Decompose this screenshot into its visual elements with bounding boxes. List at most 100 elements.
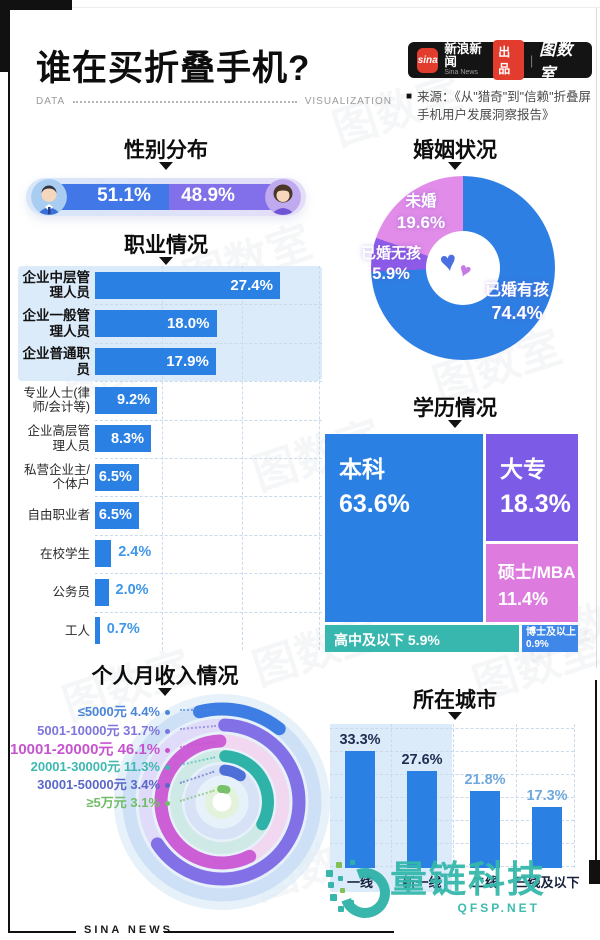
- watermark-pixel: [350, 860, 355, 865]
- income-label: 30001-50000元 3.4%: [37, 777, 160, 792]
- occupation-category-label: 专业人士(律师/会计等): [23, 386, 90, 415]
- occupation-bar-value: 8.3%: [110, 430, 145, 447]
- publisher-name-en: Sina News: [444, 69, 478, 77]
- occupation-category-label: 私营企业主/个体户: [24, 462, 90, 492]
- occupation-row: 公务员: [18, 573, 322, 611]
- gridline: [330, 728, 574, 729]
- city-category-label: 一线: [346, 875, 374, 890]
- gridline: [95, 304, 322, 306]
- watermark-pixel: [326, 870, 333, 877]
- occupation-bar-value: 9.2%: [117, 392, 151, 409]
- female-avatar-icon: [265, 179, 301, 215]
- occupation-category-label: 在校学生: [39, 546, 90, 561]
- occupation-bar: 6.5%: [95, 463, 139, 491]
- publisher-logo-bar: sina 新浪新闻 Sina News 出品 | 图数室: [408, 40, 592, 83]
- income-label-row: ≥5万元 3.1%: [10, 792, 170, 811]
- section-title-income: 个人月收入情况: [91, 665, 239, 688]
- income-label-row: 20001-30000元 11.3%: [10, 756, 170, 775]
- treemap-label: 博士及以上: [526, 627, 576, 638]
- male-avatar-icon: [31, 179, 67, 215]
- occupation-row: 企业中层管理人员: [18, 266, 322, 304]
- occupation-bar: 27.4%: [95, 271, 280, 299]
- occupation-bar-value: 17.9%: [166, 353, 209, 371]
- income-label: ≥5万元 3.1%: [86, 795, 160, 810]
- occupation-bar-value: 27.4%: [230, 276, 273, 294]
- gridline: [95, 496, 322, 498]
- gridline: [330, 843, 574, 844]
- pink-heart-icon: ♥: [455, 258, 475, 284]
- ring-arc: [219, 750, 274, 831]
- gridline: [330, 820, 574, 821]
- treemap-label: 高中及以下 5.9%: [334, 632, 440, 648]
- leader-dot-icon: [165, 765, 170, 771]
- pointer-triangle-icon: [159, 257, 173, 265]
- treemap-block: 博士及以上 0.9%: [522, 625, 578, 652]
- footer-brand: SINA NEWS: [84, 924, 173, 936]
- divider-left-label: DATA: [36, 96, 66, 107]
- slice-name: 已婚有孩: [484, 282, 549, 299]
- occupation-row: 企业高层管理人员: [18, 420, 322, 458]
- data-visualization-divider: DATA VISUALIZATION: [36, 96, 392, 107]
- donut-slice-label: 已婚有孩 74.4%: [457, 281, 577, 325]
- occupation-category-label: 企业中层管理人员: [22, 269, 91, 301]
- slice-name: 已婚无孩: [360, 245, 421, 262]
- watermark-pixel: [336, 862, 342, 868]
- gridline: [574, 724, 575, 868]
- occupation-bar-value: 0.7%: [106, 620, 140, 637]
- studio-logo: 图数室: [539, 42, 574, 83]
- income-label: ≤5000元 4.4%: [77, 704, 160, 719]
- gridline: [330, 751, 574, 752]
- treemap-block: 硕士/MBA 11.4%: [486, 544, 578, 622]
- treemap-value: 63.6%: [339, 490, 410, 518]
- income-label-row: ≤5000元 4.4%: [10, 701, 170, 720]
- occupation-category-label: 企业一般管理人员: [22, 308, 91, 339]
- leader-dot-icon: [165, 729, 170, 735]
- pointer-triangle-icon: [448, 420, 462, 428]
- divider-dotted-line: [73, 100, 297, 103]
- city-bar-value: 27.6%: [401, 752, 443, 769]
- city-bar: [470, 791, 500, 868]
- occupation-bar: 18.0%: [95, 309, 217, 337]
- occupation-category-label: 工人: [64, 623, 90, 638]
- leader-dotted-line: [180, 709, 216, 711]
- occupation-row: 专业人士(律师/会计等): [18, 381, 322, 419]
- source-citation: ■ 来源：《从"猎奇"到"信赖"折叠屏手机用户发展洞察报告》: [406, 88, 594, 124]
- pointer-triangle-icon: [448, 162, 462, 170]
- slice-value: 74.4%: [491, 302, 543, 323]
- watermark-brand: 量链科技: [390, 859, 546, 900]
- gridline: [95, 342, 322, 344]
- frame-corner-top: [0, 0, 72, 10]
- city-bar: [407, 771, 437, 868]
- occupation-bar: 8.3%: [95, 425, 152, 453]
- occupation-bar-value: 6.5%: [98, 507, 132, 524]
- treemap-value: 11.4%: [498, 589, 549, 609]
- ring-arc: [217, 785, 231, 794]
- pointer-triangle-icon: [159, 162, 173, 170]
- footer-line-left: [8, 931, 76, 933]
- watermark-pixel: [338, 876, 343, 881]
- donut-slice-label: 已婚无孩 5.9%: [331, 244, 451, 285]
- city-bar: [345, 751, 375, 868]
- ring-arc: [154, 734, 257, 870]
- occupation-row: 自由职业者: [18, 496, 322, 534]
- pointer-triangle-icon: [158, 688, 172, 696]
- watermark-pixel: [348, 900, 354, 906]
- city-bar: [532, 807, 562, 868]
- frame-right-edge: [596, 8, 597, 668]
- leader-dot-icon: [165, 747, 171, 753]
- site-watermark: 量链科技 QFSP.NET: [326, 859, 546, 927]
- divider-right-label: VISUALIZATION: [304, 96, 392, 107]
- donut-slice-label: 未婚 19.6%: [361, 192, 481, 234]
- gender-split-chart: 51.1% 48.9%: [26, 178, 306, 216]
- city-bar-chart: 33.3% 一线 27.6% 新一线 21.8% 二线 17.3% 三线及以下: [330, 724, 580, 894]
- gridline: [95, 611, 322, 613]
- frame-right-endcap: [589, 860, 600, 884]
- ring-arc: [219, 764, 246, 782]
- treemap-value: 18.3%: [500, 490, 571, 518]
- logo-separator: |: [529, 52, 534, 68]
- ring-arc: [150, 718, 306, 886]
- marital-status-donut-chart: ♥ ♥: [371, 176, 555, 360]
- occupation-bar-value: 2.0%: [115, 582, 149, 599]
- sina-logo-icon: sina: [417, 47, 439, 73]
